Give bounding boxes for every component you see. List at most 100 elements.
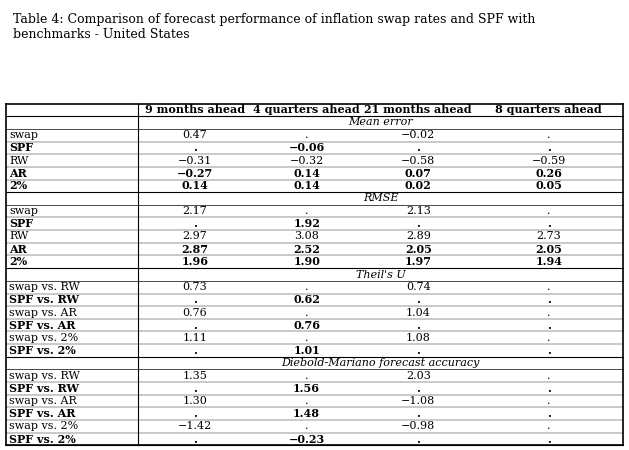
Text: .: . bbox=[416, 294, 420, 306]
Text: 2.97: 2.97 bbox=[182, 231, 208, 242]
Text: Diebold-Mariano forecast accuracy: Diebold-Mariano forecast accuracy bbox=[281, 358, 480, 368]
Text: .: . bbox=[547, 434, 551, 445]
Text: .: . bbox=[416, 383, 420, 394]
Text: .: . bbox=[547, 282, 550, 292]
Text: −0.59: −0.59 bbox=[532, 156, 566, 166]
Text: .: . bbox=[547, 345, 551, 356]
Text: .: . bbox=[305, 130, 308, 140]
Text: RMSE: RMSE bbox=[363, 194, 398, 203]
Text: 0.62: 0.62 bbox=[293, 294, 320, 306]
Text: SPF vs. RW: SPF vs. RW bbox=[9, 383, 79, 394]
Text: SPF vs. AR: SPF vs. AR bbox=[9, 408, 76, 419]
Text: .: . bbox=[193, 218, 197, 230]
Text: swap vs. AR: swap vs. AR bbox=[9, 307, 77, 318]
Text: swap: swap bbox=[9, 130, 38, 140]
Text: .: . bbox=[193, 345, 197, 356]
Text: 2.05: 2.05 bbox=[405, 243, 431, 255]
Text: .: . bbox=[193, 383, 197, 394]
Text: .: . bbox=[416, 408, 420, 419]
Text: 1.08: 1.08 bbox=[406, 333, 431, 343]
Text: 1.92: 1.92 bbox=[293, 218, 320, 230]
Text: 3.08: 3.08 bbox=[294, 231, 319, 242]
Text: SPF vs. AR: SPF vs. AR bbox=[9, 320, 76, 331]
Text: .: . bbox=[547, 294, 551, 306]
Text: .: . bbox=[547, 383, 551, 394]
Text: 0.73: 0.73 bbox=[182, 282, 208, 292]
Text: .: . bbox=[547, 396, 550, 406]
Text: .: . bbox=[416, 434, 420, 445]
Text: −0.98: −0.98 bbox=[401, 422, 435, 432]
Text: 9 months ahead: 9 months ahead bbox=[145, 104, 245, 115]
Text: 4 quarters ahead: 4 quarters ahead bbox=[253, 104, 360, 115]
Text: 2.17: 2.17 bbox=[182, 206, 208, 216]
Text: 2.87: 2.87 bbox=[182, 243, 208, 255]
Text: .: . bbox=[547, 206, 550, 216]
Text: 1.35: 1.35 bbox=[182, 371, 208, 381]
Text: SPF vs. 2%: SPF vs. 2% bbox=[9, 434, 76, 445]
Text: .: . bbox=[193, 142, 197, 153]
Text: −0.32: −0.32 bbox=[289, 156, 324, 166]
Text: SPF vs. RW: SPF vs. RW bbox=[9, 294, 79, 306]
Text: .: . bbox=[416, 218, 420, 230]
Text: .: . bbox=[547, 130, 550, 140]
Text: RW: RW bbox=[9, 156, 29, 166]
Text: .: . bbox=[547, 422, 550, 432]
Text: −0.23: −0.23 bbox=[289, 434, 325, 445]
Text: .: . bbox=[416, 320, 420, 331]
Text: 2.03: 2.03 bbox=[406, 371, 431, 381]
Text: SPF vs. 2%: SPF vs. 2% bbox=[9, 345, 76, 356]
Text: 1.56: 1.56 bbox=[293, 383, 320, 394]
Text: SPF: SPF bbox=[9, 218, 33, 230]
Text: 1.11: 1.11 bbox=[182, 333, 208, 343]
Text: −1.42: −1.42 bbox=[178, 422, 212, 432]
Text: 0.76: 0.76 bbox=[293, 320, 320, 331]
Text: −0.02: −0.02 bbox=[401, 130, 435, 140]
Text: 2.05: 2.05 bbox=[535, 243, 562, 255]
Text: .: . bbox=[416, 345, 420, 356]
Text: 1.96: 1.96 bbox=[182, 256, 208, 267]
Text: .: . bbox=[547, 408, 551, 419]
Text: .: . bbox=[193, 320, 197, 331]
Text: .: . bbox=[547, 307, 550, 318]
Text: RW: RW bbox=[9, 231, 29, 242]
Text: −1.08: −1.08 bbox=[401, 396, 435, 406]
Text: −0.27: −0.27 bbox=[177, 168, 213, 179]
Text: .: . bbox=[305, 307, 308, 318]
Text: 2.73: 2.73 bbox=[537, 231, 561, 242]
Text: .: . bbox=[305, 333, 308, 343]
Text: swap vs. RW: swap vs. RW bbox=[9, 282, 81, 292]
Text: AR: AR bbox=[9, 168, 27, 179]
Text: swap vs. RW: swap vs. RW bbox=[9, 371, 81, 381]
Text: 1.01: 1.01 bbox=[293, 345, 320, 356]
Text: Table 4: Comparison of forecast performance of inflation swap rates and SPF with: Table 4: Comparison of forecast performa… bbox=[13, 14, 535, 41]
Text: 0.14: 0.14 bbox=[293, 168, 320, 179]
Text: .: . bbox=[547, 320, 551, 331]
Text: .: . bbox=[416, 142, 420, 153]
Text: swap vs. 2%: swap vs. 2% bbox=[9, 422, 79, 432]
Text: .: . bbox=[305, 396, 308, 406]
Text: 2%: 2% bbox=[9, 256, 28, 267]
Text: 2.89: 2.89 bbox=[406, 231, 431, 242]
Text: .: . bbox=[547, 333, 550, 343]
Text: swap vs. 2%: swap vs. 2% bbox=[9, 333, 79, 343]
Text: .: . bbox=[305, 371, 308, 381]
Text: .: . bbox=[305, 206, 308, 216]
Text: 8 quarters ahead: 8 quarters ahead bbox=[496, 104, 602, 115]
Text: swap: swap bbox=[9, 206, 38, 216]
Text: Theil's U: Theil's U bbox=[355, 270, 406, 279]
Text: swap vs. AR: swap vs. AR bbox=[9, 396, 77, 406]
Text: .: . bbox=[547, 218, 551, 230]
Text: 0.47: 0.47 bbox=[182, 130, 208, 140]
Text: 21 months ahead: 21 months ahead bbox=[364, 104, 472, 115]
Text: Mean error: Mean error bbox=[348, 117, 413, 127]
Text: SPF: SPF bbox=[9, 142, 33, 153]
Text: 0.07: 0.07 bbox=[405, 168, 431, 179]
Text: 1.30: 1.30 bbox=[182, 396, 208, 406]
Text: AR: AR bbox=[9, 243, 27, 255]
Text: 0.05: 0.05 bbox=[535, 180, 562, 191]
Text: 2.13: 2.13 bbox=[406, 206, 431, 216]
Text: .: . bbox=[193, 434, 197, 445]
Text: 0.02: 0.02 bbox=[405, 180, 431, 191]
Text: 1.90: 1.90 bbox=[293, 256, 320, 267]
Text: .: . bbox=[305, 422, 308, 432]
